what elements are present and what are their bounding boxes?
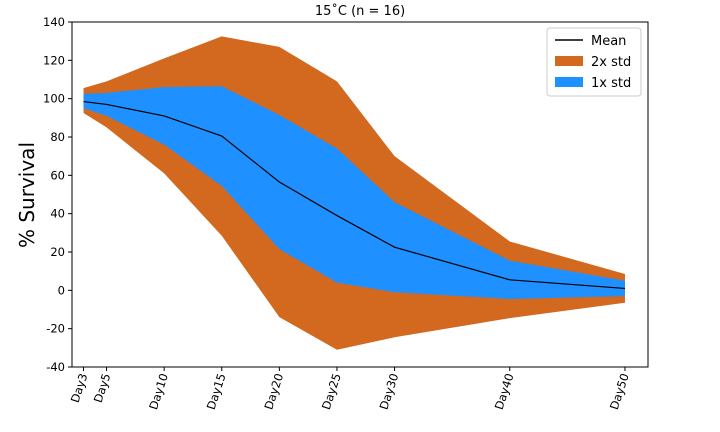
y-axis-label: % Survival <box>15 142 39 248</box>
x-tick-label: Day50 <box>607 372 632 412</box>
x-tick-label: Day25 <box>319 372 344 412</box>
lines-layer <box>83 100 626 290</box>
y-tick-label: 40 <box>50 207 65 221</box>
x-tick-label: Day5 <box>91 372 114 405</box>
x-tick-label: Day30 <box>377 372 402 412</box>
y-tick-label: 0 <box>58 283 65 297</box>
y-tick-label: 20 <box>50 245 65 259</box>
x-tick-label: Day3 <box>68 372 91 405</box>
legend-swatch-1x-std <box>555 77 583 87</box>
y-tick-label: 100 <box>43 92 65 106</box>
x-axis: Day3 Day5 Day10 Day15 Day20 Day25 Day30 Day40 Da… <box>68 367 632 411</box>
legend-label: Mean <box>591 34 626 49</box>
y-axis: -40 -20 0 20 40 60 80 100 120 140 <box>43 15 72 374</box>
x-tick-label: Day20 <box>261 372 286 412</box>
y-tick-label: 60 <box>50 168 65 182</box>
band-1x-std <box>83 86 625 299</box>
y-tick-label: -40 <box>46 360 65 374</box>
legend-swatch-2x-std <box>555 56 583 66</box>
legend: Mean 2x std 1x std <box>546 27 642 97</box>
y-tick-label: 140 <box>43 15 65 29</box>
x-tick-label: Day40 <box>492 372 517 412</box>
x-tick-label: Day15 <box>204 372 229 412</box>
chart-title: 15˚C (n = 16) <box>315 3 405 19</box>
y-tick-label: -20 <box>46 322 65 336</box>
x-tick-label: Day10 <box>146 372 171 412</box>
plot-frame <box>71 21 649 368</box>
legend-label: 2x std <box>591 55 631 70</box>
legend-label: 1x std <box>591 76 631 91</box>
bands-layer <box>83 36 625 350</box>
series-line-mean <box>83 100 626 290</box>
y-tick-label: 120 <box>43 53 65 67</box>
y-tick-label: 80 <box>50 130 65 144</box>
